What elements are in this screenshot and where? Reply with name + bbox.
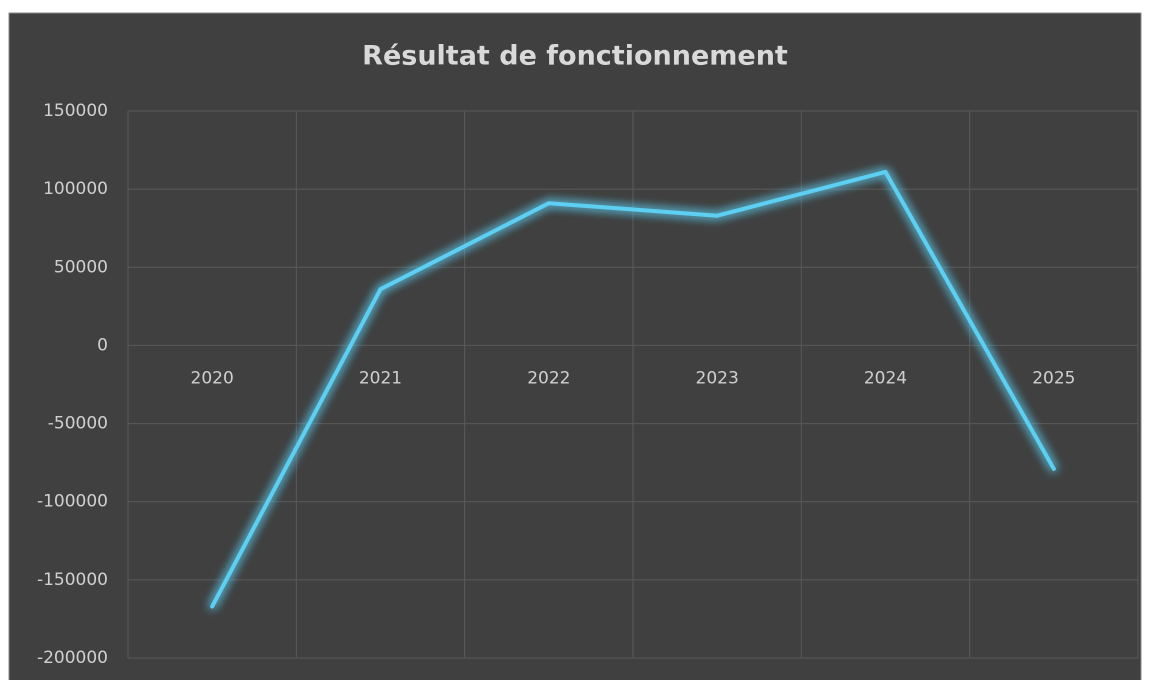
x-tick-label: 2022 bbox=[527, 368, 570, 388]
x-tick-label: 2020 bbox=[191, 368, 234, 388]
x-tick-label: 2021 bbox=[359, 368, 402, 388]
y-tick-label: 50000 bbox=[54, 257, 108, 277]
chart-title: Résultat de fonctionnement bbox=[362, 41, 788, 72]
chart-area bbox=[8, 12, 1142, 680]
series-line bbox=[210, 169, 1056, 609]
x-tick-label: 2024 bbox=[864, 368, 907, 388]
y-tick-label: 0 bbox=[97, 335, 108, 355]
y-tick-label: -50000 bbox=[48, 414, 108, 434]
y-tick-label: 150000 bbox=[43, 101, 108, 121]
y-tick-label: -100000 bbox=[37, 492, 108, 512]
x-tick-label: 2023 bbox=[696, 368, 739, 388]
y-tick-label: -150000 bbox=[37, 570, 108, 590]
x-tick-label: 2025 bbox=[1032, 368, 1075, 388]
y-tick-label: 100000 bbox=[43, 179, 108, 199]
y-tick-label: -200000 bbox=[37, 648, 108, 668]
